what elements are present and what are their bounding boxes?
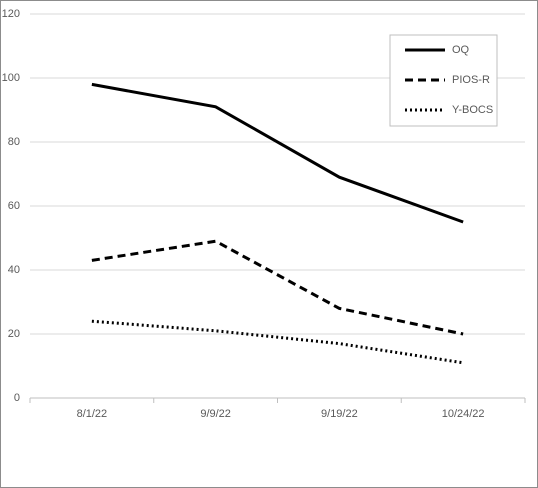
x-tick-label: 8/1/22 (77, 408, 108, 420)
legend-label: Y-BOCS (452, 104, 493, 116)
y-tick-label: 100 (2, 72, 20, 84)
y-tick-label: 20 (8, 328, 20, 340)
x-tick-label: 10/24/22 (442, 408, 485, 420)
y-tick-label: 60 (8, 200, 20, 212)
series-line (91, 239, 464, 336)
y-tick-label: 40 (8, 264, 20, 276)
y-tick-label: 80 (8, 136, 20, 148)
legend-label: OQ (452, 44, 470, 56)
series-line (91, 319, 464, 365)
x-tick-label: 9/9/22 (200, 408, 231, 420)
y-tick-label: 0 (14, 392, 20, 404)
x-tick-label: 9/19/22 (321, 408, 358, 420)
legend-label: PIOS-R (452, 74, 490, 86)
y-tick-label: 120 (2, 8, 20, 20)
series-line (91, 82, 464, 224)
